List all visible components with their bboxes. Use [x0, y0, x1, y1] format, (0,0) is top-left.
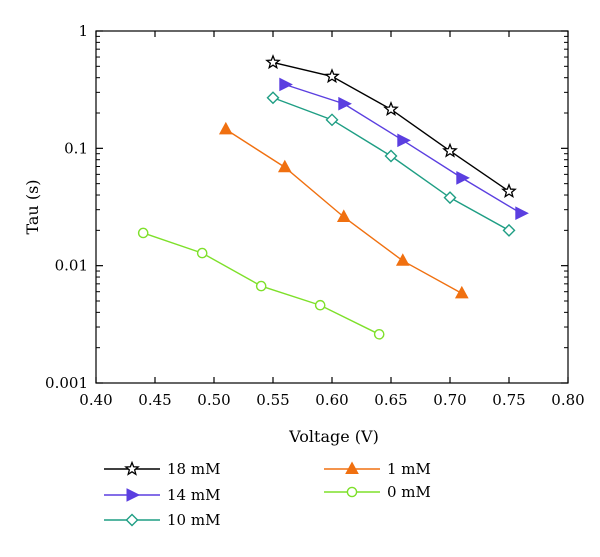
legend-marker [346, 486, 358, 498]
data-point [395, 253, 410, 266]
legend-label: 18 mM [167, 460, 220, 478]
data-point [442, 142, 458, 158]
y-axis-ticks: 0.001 0.01 0.1 1 [45, 22, 568, 392]
data-point [255, 280, 267, 292]
legend-label: 0 mM [387, 483, 431, 501]
legend: 18 mM 14 mM 10 mM 1 mM 0 mM [104, 460, 431, 529]
data-point [384, 149, 398, 163]
data-point [279, 77, 293, 92]
legend-item: 10 mM [104, 511, 220, 529]
series-line [284, 83, 522, 214]
data-point [218, 121, 233, 135]
data-point [397, 133, 411, 148]
y-tick-label: 0.01 [55, 257, 88, 275]
legend-item: 0 mM [324, 483, 431, 501]
data-point [501, 183, 517, 199]
x-tick-label: 0.60 [315, 391, 348, 409]
legend-marker [125, 513, 139, 527]
legend-item: 18 mM [104, 460, 220, 478]
data-point [137, 227, 149, 239]
legend-label: 10 mM [167, 511, 220, 529]
x-tick-label: 0.50 [197, 391, 230, 409]
x-axis-ticks: 0.40 0.45 0.50 0.55 0.60 0.65 0.70 0.75 0.80 [79, 31, 585, 409]
legend-marker [126, 488, 141, 502]
data-point [443, 191, 457, 205]
legend-label: 14 mM [167, 486, 220, 504]
x-tick-label: 0.40 [79, 391, 112, 409]
data-point [502, 223, 516, 237]
series-1-mm [218, 121, 469, 299]
series-group [137, 54, 529, 340]
x-tick-label: 0.55 [256, 391, 289, 409]
data-point [373, 329, 385, 340]
data-point [336, 209, 351, 222]
data-point [265, 54, 281, 70]
data-point [383, 101, 399, 117]
x-tick-label: 0.45 [138, 391, 171, 409]
data-point [266, 91, 280, 105]
y-tick-label: 0.1 [64, 139, 88, 157]
data-point [454, 285, 469, 299]
data-point [515, 206, 529, 221]
y-tick-label: 0.001 [45, 374, 88, 392]
x-tick-label: 0.70 [433, 391, 466, 409]
series-line [272, 61, 510, 192]
data-point [324, 68, 340, 84]
data-point [277, 159, 292, 173]
data-point [456, 171, 470, 185]
x-tick-label: 0.65 [374, 391, 407, 409]
legend-item: 14 mM [104, 486, 220, 504]
legend-item: 1 mM [324, 460, 431, 478]
data-point [196, 247, 208, 259]
series-line [272, 97, 510, 231]
series-14-mm [279, 77, 529, 221]
x-tick-label: 0.75 [492, 391, 525, 409]
data-point [325, 113, 339, 127]
data-point [338, 96, 352, 111]
x-tick-label: 0.80 [551, 391, 584, 409]
legend-marker [345, 461, 359, 474]
series-0-mm [137, 227, 385, 340]
series-10-mm [266, 91, 516, 237]
data-point [314, 299, 326, 311]
y-tick-label: 1 [78, 22, 88, 40]
legend-label: 1 mM [387, 460, 431, 478]
y-axis-title: Tau (s) [23, 179, 42, 234]
x-axis-title: Voltage (V) [288, 427, 379, 446]
series-18-mm [265, 54, 517, 199]
legend-marker [124, 460, 140, 476]
